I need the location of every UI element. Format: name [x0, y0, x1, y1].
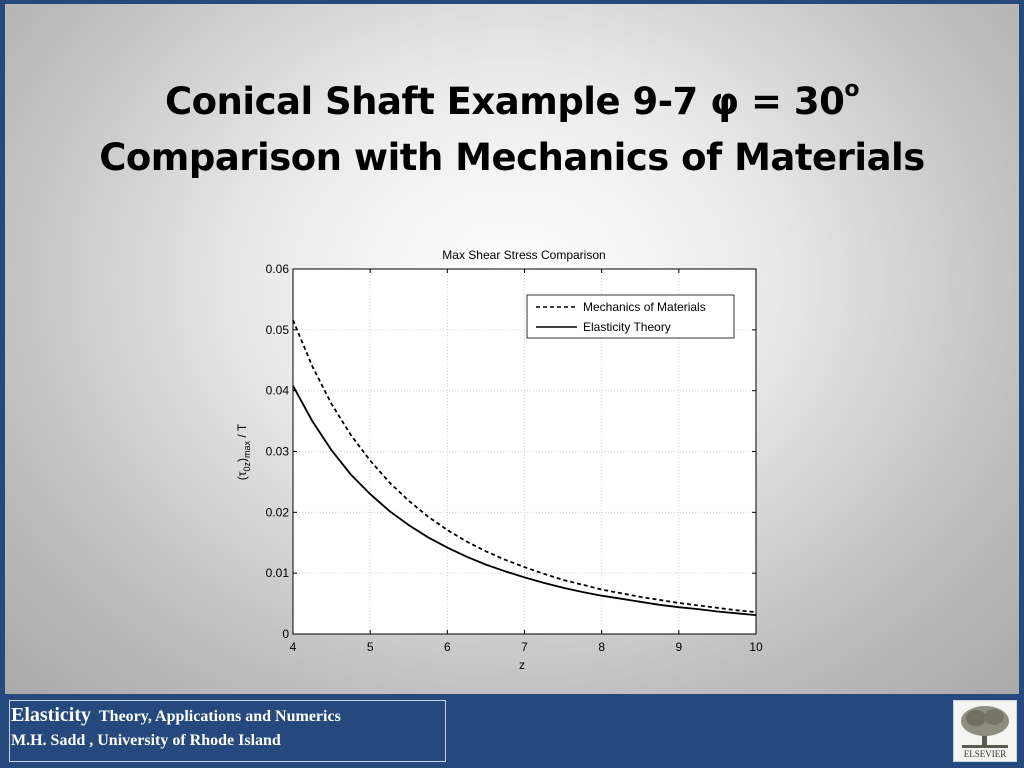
x-tick-label: 8 [598, 640, 605, 654]
footer-bar: Elasticity Theory, Applications and Numer… [0, 694, 1024, 768]
series-line-mechanics-of-materials [292, 319, 757, 613]
publisher-logo-text: ELSEVIER [963, 749, 1007, 759]
slide-title: Conical Shaft Example 9-7 φ = 30o Compar… [5, 74, 1019, 186]
title-line-1-text: Conical Shaft Example 9-7 φ = 30 [164, 80, 845, 123]
y-tick-label: 0.03 [266, 445, 290, 459]
book-title: Elasticity [11, 704, 91, 726]
y-tick-label: 0.06 [266, 262, 290, 276]
x-tick-labels: 4 5 6 7 8 9 10 [290, 640, 763, 654]
legend: Mechanics of Materials Elasticity Theory [526, 294, 735, 339]
book-info-box [9, 700, 446, 762]
book-subtitle: Theory, Applications and Numerics [99, 708, 341, 725]
x-tick-label: 5 [367, 640, 374, 654]
legend-box [526, 294, 735, 339]
shear-stress-chart: 4 5 6 7 8 9 10 0 0.01 0.02 0.03 0.04 0.05 0.06 Max S… [235, 248, 763, 672]
legend-label-elasticity: Elasticity Theory [583, 320, 671, 334]
plot-frame [292, 268, 757, 635]
book-title-line: Elasticity Theory, Applications and Numer… [11, 704, 341, 727]
y-axis-label: (τ0z)max / T [235, 423, 252, 480]
y-tick-label: 0.04 [266, 384, 290, 398]
x-tick-label: 7 [521, 640, 528, 654]
x-tick-label: 9 [675, 640, 682, 654]
x-tick-label: 10 [749, 640, 763, 654]
y-tick-label: 0.02 [266, 505, 290, 519]
x-axis-label: z [519, 658, 525, 672]
y-tick-label: 0.01 [266, 566, 290, 580]
author-line: M.H. Sadd , University of Rhode Island [11, 732, 281, 749]
chart-title: Max Shear Stress Comparison [442, 248, 605, 262]
y-tick-label: 0.05 [266, 323, 290, 337]
legend-label-mechanics: Mechanics of Materials [583, 300, 706, 314]
series-line-elasticity-theory [292, 385, 757, 616]
x-tick-label: 6 [444, 640, 451, 654]
y-tick-labels: 0 0.01 0.02 0.03 0.04 0.05 0.06 [266, 262, 290, 641]
y-tick-label: 0 [282, 627, 289, 641]
tree-icon [961, 706, 1009, 748]
title-line-2: Comparison with Mechanics of Materials [99, 136, 925, 179]
degree-superscript: o [844, 77, 860, 102]
elsevier-logo: ELSEVIER [953, 700, 1017, 762]
title-line-1: Conical Shaft Example 9-7 φ = 30o [5, 74, 1019, 130]
x-tick-label: 4 [290, 640, 297, 654]
data-lines [292, 319, 757, 616]
